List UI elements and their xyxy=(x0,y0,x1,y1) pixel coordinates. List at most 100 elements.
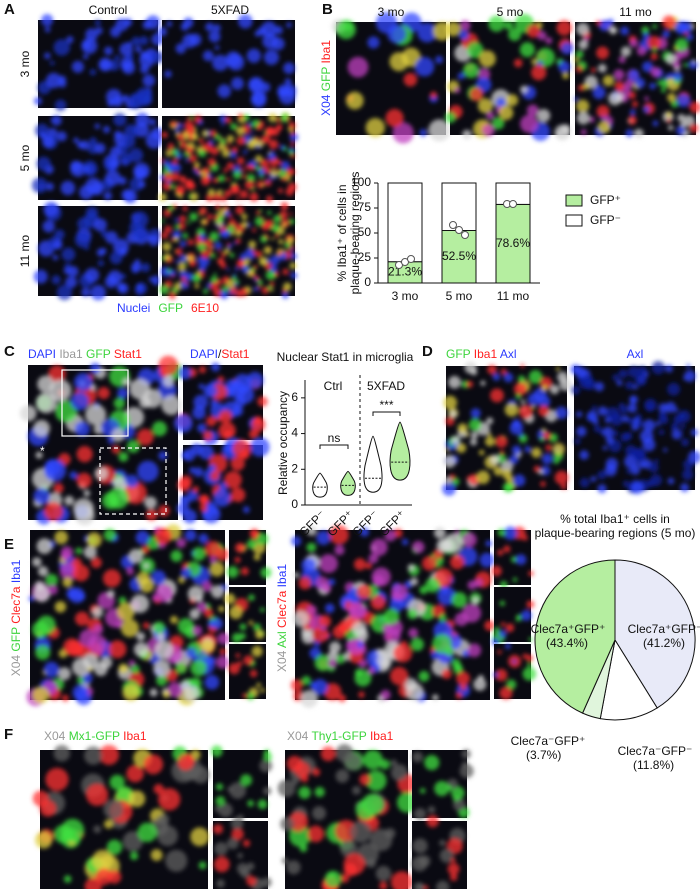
cell-signal xyxy=(230,817,244,830)
cell-signal xyxy=(228,214,233,219)
cell-signal xyxy=(597,63,607,73)
cell-signal xyxy=(674,20,688,35)
cell-signal xyxy=(365,770,387,792)
cell-signal xyxy=(545,444,552,451)
cell-signal xyxy=(596,105,610,118)
cell-signal xyxy=(286,755,303,772)
cell-signal xyxy=(219,648,227,656)
cell-signal xyxy=(32,790,49,807)
cell-signal xyxy=(253,553,261,561)
cell-signal xyxy=(674,407,679,413)
cell-signal xyxy=(390,666,409,686)
cell-signal xyxy=(385,827,396,839)
cell-signal xyxy=(239,449,250,460)
cell-signal xyxy=(444,476,452,485)
cell-signal xyxy=(70,392,89,411)
cell-signal xyxy=(231,77,244,90)
cell-signal xyxy=(240,774,253,787)
cell-signal xyxy=(236,196,240,200)
cell-signal xyxy=(151,594,159,602)
cell-signal xyxy=(506,679,517,690)
cell-signal xyxy=(226,224,236,233)
cell-signal xyxy=(256,682,262,688)
cell-signal xyxy=(363,749,383,770)
cell-signal xyxy=(318,554,338,574)
cell-signal xyxy=(153,660,171,678)
cell-signal xyxy=(204,674,220,690)
cell-signal xyxy=(439,848,454,863)
micrograph xyxy=(26,524,230,707)
cell-signal xyxy=(248,240,257,249)
cell-signal xyxy=(621,95,629,103)
cell-signal xyxy=(198,206,207,216)
cell-signal xyxy=(74,372,93,392)
cell-signal xyxy=(324,603,335,614)
cell-signal xyxy=(222,285,229,292)
cell-signal xyxy=(462,603,482,623)
cell-signal xyxy=(53,39,71,56)
cell-signal xyxy=(192,547,206,561)
cell-signal xyxy=(574,438,581,445)
cell-signal xyxy=(189,212,198,222)
cell-signal xyxy=(19,404,37,422)
cell-signal xyxy=(82,160,98,177)
cell-signal xyxy=(689,101,700,114)
cell-signal xyxy=(233,241,237,245)
cell-signal xyxy=(630,465,641,475)
cell-signal xyxy=(185,179,194,188)
cell-signal xyxy=(94,123,101,130)
cell-signal xyxy=(579,450,589,460)
cell-signal xyxy=(239,623,247,631)
cell-signal xyxy=(45,573,58,587)
cell-signal xyxy=(207,213,213,220)
cell-signal xyxy=(102,125,111,134)
cell-signal xyxy=(246,692,255,701)
cell-signal xyxy=(249,192,259,202)
row-label: 5 mo xyxy=(18,144,32,171)
cell-signal xyxy=(207,244,213,250)
micrograph-signal xyxy=(412,749,474,821)
cell-signal xyxy=(122,684,140,702)
cell-signal xyxy=(277,169,287,179)
micrograph xyxy=(491,526,534,589)
cell-signal xyxy=(595,20,602,26)
cell-signal xyxy=(103,528,117,542)
cell-signal xyxy=(622,480,630,488)
micrograph-signal xyxy=(33,201,162,301)
cell-signal xyxy=(578,39,589,50)
cell-signal xyxy=(485,540,493,547)
cell-signal xyxy=(246,539,257,550)
cell-signal xyxy=(260,688,265,693)
cell-signal xyxy=(629,38,639,48)
cell-signal xyxy=(223,248,230,255)
cell-signal xyxy=(174,414,193,433)
panel-label: F xyxy=(4,726,13,743)
cell-signal xyxy=(401,538,409,546)
cell-signal xyxy=(84,746,103,765)
cell-signal xyxy=(515,393,522,400)
channel-name: DAPI xyxy=(28,347,59,361)
cell-signal xyxy=(512,577,518,583)
cell-signal xyxy=(328,578,336,586)
cell-signal xyxy=(200,218,207,226)
micrograph xyxy=(226,528,272,585)
channel-name: GFP xyxy=(86,347,114,361)
cell-signal xyxy=(92,849,114,871)
cell-signal xyxy=(85,28,98,41)
cell-signal xyxy=(432,634,452,654)
micrograph-signal xyxy=(176,437,270,524)
cell-signal xyxy=(175,259,180,264)
cell-signal xyxy=(190,827,210,847)
cell-signal xyxy=(520,85,529,94)
cell-signal xyxy=(210,276,218,284)
cell-signal xyxy=(520,363,525,369)
cell-signal xyxy=(286,22,292,28)
cell-signal xyxy=(602,75,614,87)
micrograph-signal xyxy=(226,528,272,579)
cell-signal xyxy=(479,552,495,568)
cell-signal xyxy=(52,239,63,250)
cell-signal xyxy=(560,483,567,490)
cell-signal xyxy=(618,55,626,64)
channel-label: X04 Mx1-GFP Iba1 xyxy=(44,729,147,743)
cell-signal xyxy=(151,33,164,46)
